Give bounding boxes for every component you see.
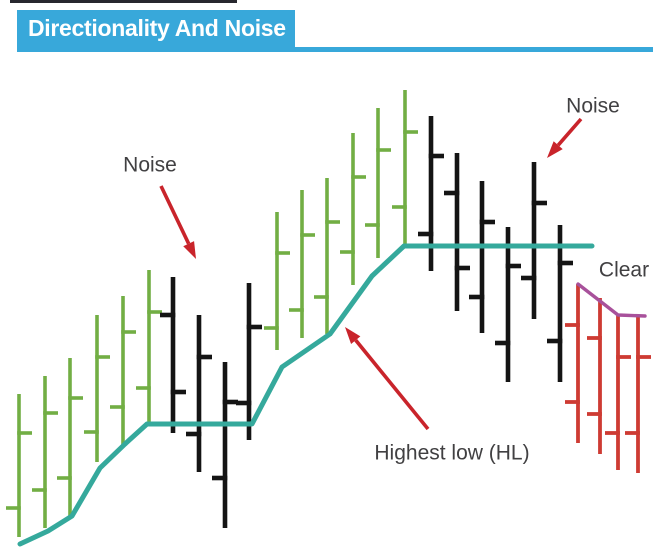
top-border-line <box>10 0 237 3</box>
noise-label-right: Noise <box>566 94 620 118</box>
title-underline <box>17 47 653 52</box>
noise-label-left: Noise <box>123 153 177 177</box>
figure-title: Directionality And Noise <box>28 15 286 41</box>
clear-label: Clear <box>598 258 650 282</box>
title-banner: Directionality And Noise <box>17 10 295 47</box>
highest-low-label: Highest low (HL) <box>374 441 530 465</box>
